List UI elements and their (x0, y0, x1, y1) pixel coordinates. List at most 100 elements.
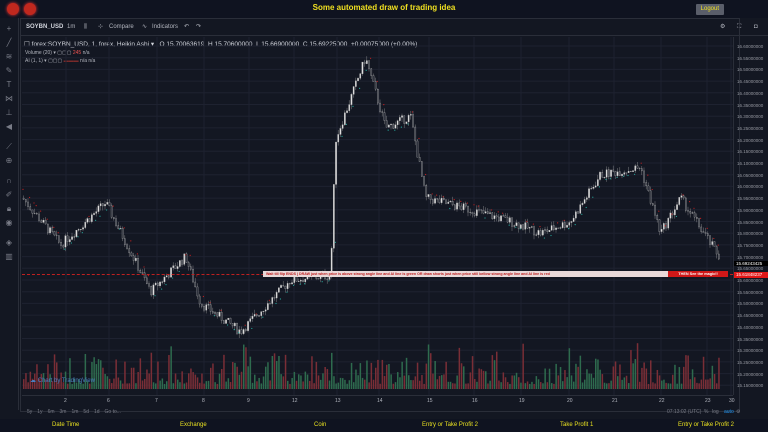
annotation-text[interactable]: Wait till flip ENDS | DRAW just when pri… (263, 271, 668, 277)
ai-line-point (154, 295, 156, 297)
volume-bar (126, 383, 128, 389)
candle (267, 303, 269, 310)
compare-icon[interactable]: ⊹ (98, 24, 104, 30)
indicators-button[interactable]: Indicators (152, 24, 179, 30)
range-button[interactable]: 5y (27, 409, 33, 415)
logout-button[interactable]: Logout (695, 4, 724, 15)
percent-toggle[interactable]: % (704, 409, 709, 415)
ai-line-point (220, 309, 222, 311)
ai-line-point (453, 199, 455, 201)
trash-icon[interactable]: ▥ (5, 252, 13, 261)
candle (190, 266, 192, 270)
price-axis[interactable]: 16.60000000 16.55000000 16.50000000 16.4500… (733, 37, 768, 395)
legend-symbol[interactable]: forex:SOYBN_USD, 1, forex, Heikin Ashi (31, 41, 150, 48)
candle (449, 201, 452, 203)
fib-icon[interactable]: ≋ (5, 52, 13, 61)
range-button[interactable]: 1d (93, 409, 100, 415)
volume-bar (557, 375, 560, 389)
candle (374, 81, 377, 90)
layers-icon[interactable]: ◈ (5, 238, 13, 247)
fullscreen-icon[interactable]: ⛶ (737, 24, 742, 30)
pattern-icon[interactable]: ⋈ (5, 94, 13, 103)
ai-line-point (609, 177, 612, 180)
symbol-button[interactable]: SOYBN_USD (26, 24, 64, 30)
volume-bar (179, 382, 181, 389)
chart-type-icon[interactable]: ⫼ (84, 24, 87, 30)
ai-line-point (147, 275, 149, 277)
interval-button[interactable]: 1m (67, 24, 76, 30)
candle (229, 317, 232, 324)
volume-legend[interactable]: Volume (20) ▾ ▢▢▢ 245 n/a (25, 50, 90, 56)
time-axis[interactable]: 2 6 7 8 9 12 13 14 15 16 19 20 21 22 23 30 (22, 395, 735, 405)
time-label: 20 (567, 398, 573, 404)
magnet-icon[interactable]: ∩ (6, 176, 12, 185)
snapshot-icon[interactable]: ◘ (754, 24, 758, 30)
log-toggle[interactable]: log (712, 409, 719, 415)
brush-icon[interactable]: ✎ (5, 66, 13, 75)
price-label: 15.30000000 (737, 348, 764, 354)
ai-line-point (185, 254, 187, 256)
ai-legend[interactable]: AI (1, 1) ▾ ▢▢▢ ▬▬▬ n/a n/a (25, 58, 96, 64)
candle (656, 215, 659, 220)
candle (594, 185, 597, 188)
crosshair-icon[interactable]: + (6, 24, 12, 33)
volume-bar (412, 380, 414, 389)
zoom-icon[interactable]: ⊕ (5, 156, 13, 165)
candle (542, 230, 544, 236)
time-label: 7 (155, 398, 158, 404)
range-button[interactable]: 1y (37, 409, 43, 415)
range-button[interactable]: 6m (47, 409, 55, 415)
candle (121, 228, 124, 239)
range-button[interactable]: 3m (59, 409, 67, 415)
ai-line-point (449, 207, 451, 210)
volume-bar (478, 368, 480, 389)
ruler-icon[interactable]: ⟋ (6, 142, 12, 151)
ai-line-point (550, 234, 552, 237)
footer-label: Entry or Take Profit 2 (678, 422, 734, 428)
range-button[interactable]: 1m (71, 409, 79, 415)
candle (416, 140, 419, 158)
volume-bar (170, 346, 172, 389)
range-button[interactable]: Go to... (104, 409, 121, 415)
undo-icon[interactable]: ↶ (184, 24, 190, 30)
back-icon[interactable]: ◀ (5, 122, 13, 131)
legend-checkbox[interactable]: ☐ (24, 41, 30, 48)
candle (388, 124, 390, 128)
scale-settings-icon[interactable]: ⚙ (736, 409, 741, 415)
prediction-icon[interactable]: ⊥ (5, 108, 13, 117)
alert-icon[interactable] (7, 3, 19, 15)
candle (599, 172, 601, 180)
ai-line-point (466, 202, 468, 204)
tradingview-watermark[interactable]: ☁ Chart by TradingView (30, 378, 95, 384)
volume-bar (449, 381, 452, 389)
chart-panel (20, 18, 740, 412)
volume-bar (218, 373, 221, 389)
volume-bar (199, 382, 201, 389)
annotation-magic[interactable]: THEN See the magic!! (668, 271, 728, 277)
trend-line-icon[interactable]: ╱ (6, 38, 12, 47)
settings-icon[interactable]: ⚙ (720, 24, 726, 30)
compare-button[interactable]: Compare (109, 24, 134, 30)
redo-icon[interactable]: ↷ (196, 24, 202, 30)
candle (480, 209, 483, 211)
indicators-icon[interactable]: ∿ (142, 24, 148, 30)
volume-bar (463, 366, 465, 389)
candle (658, 219, 661, 232)
text-icon[interactable]: T (6, 80, 12, 89)
volume-bar (181, 371, 183, 389)
lock-icon[interactable]: 🔒︎ (6, 204, 12, 213)
candle (168, 275, 170, 278)
candle (117, 225, 120, 229)
lock-draw-icon[interactable]: ✐ (5, 190, 13, 199)
eye-icon[interactable]: ◉ (5, 218, 13, 227)
volume-bar (111, 383, 113, 389)
candle (548, 230, 551, 232)
volume-bar (414, 376, 417, 389)
candle (555, 227, 557, 230)
alert-icon[interactable] (24, 3, 36, 15)
price-chart[interactable] (22, 37, 733, 395)
auto-toggle[interactable]: auto (724, 409, 734, 415)
time-label: 23 (705, 398, 711, 404)
range-button[interactable]: 5d (83, 409, 89, 415)
price-label: 15.35000000 (737, 336, 764, 342)
